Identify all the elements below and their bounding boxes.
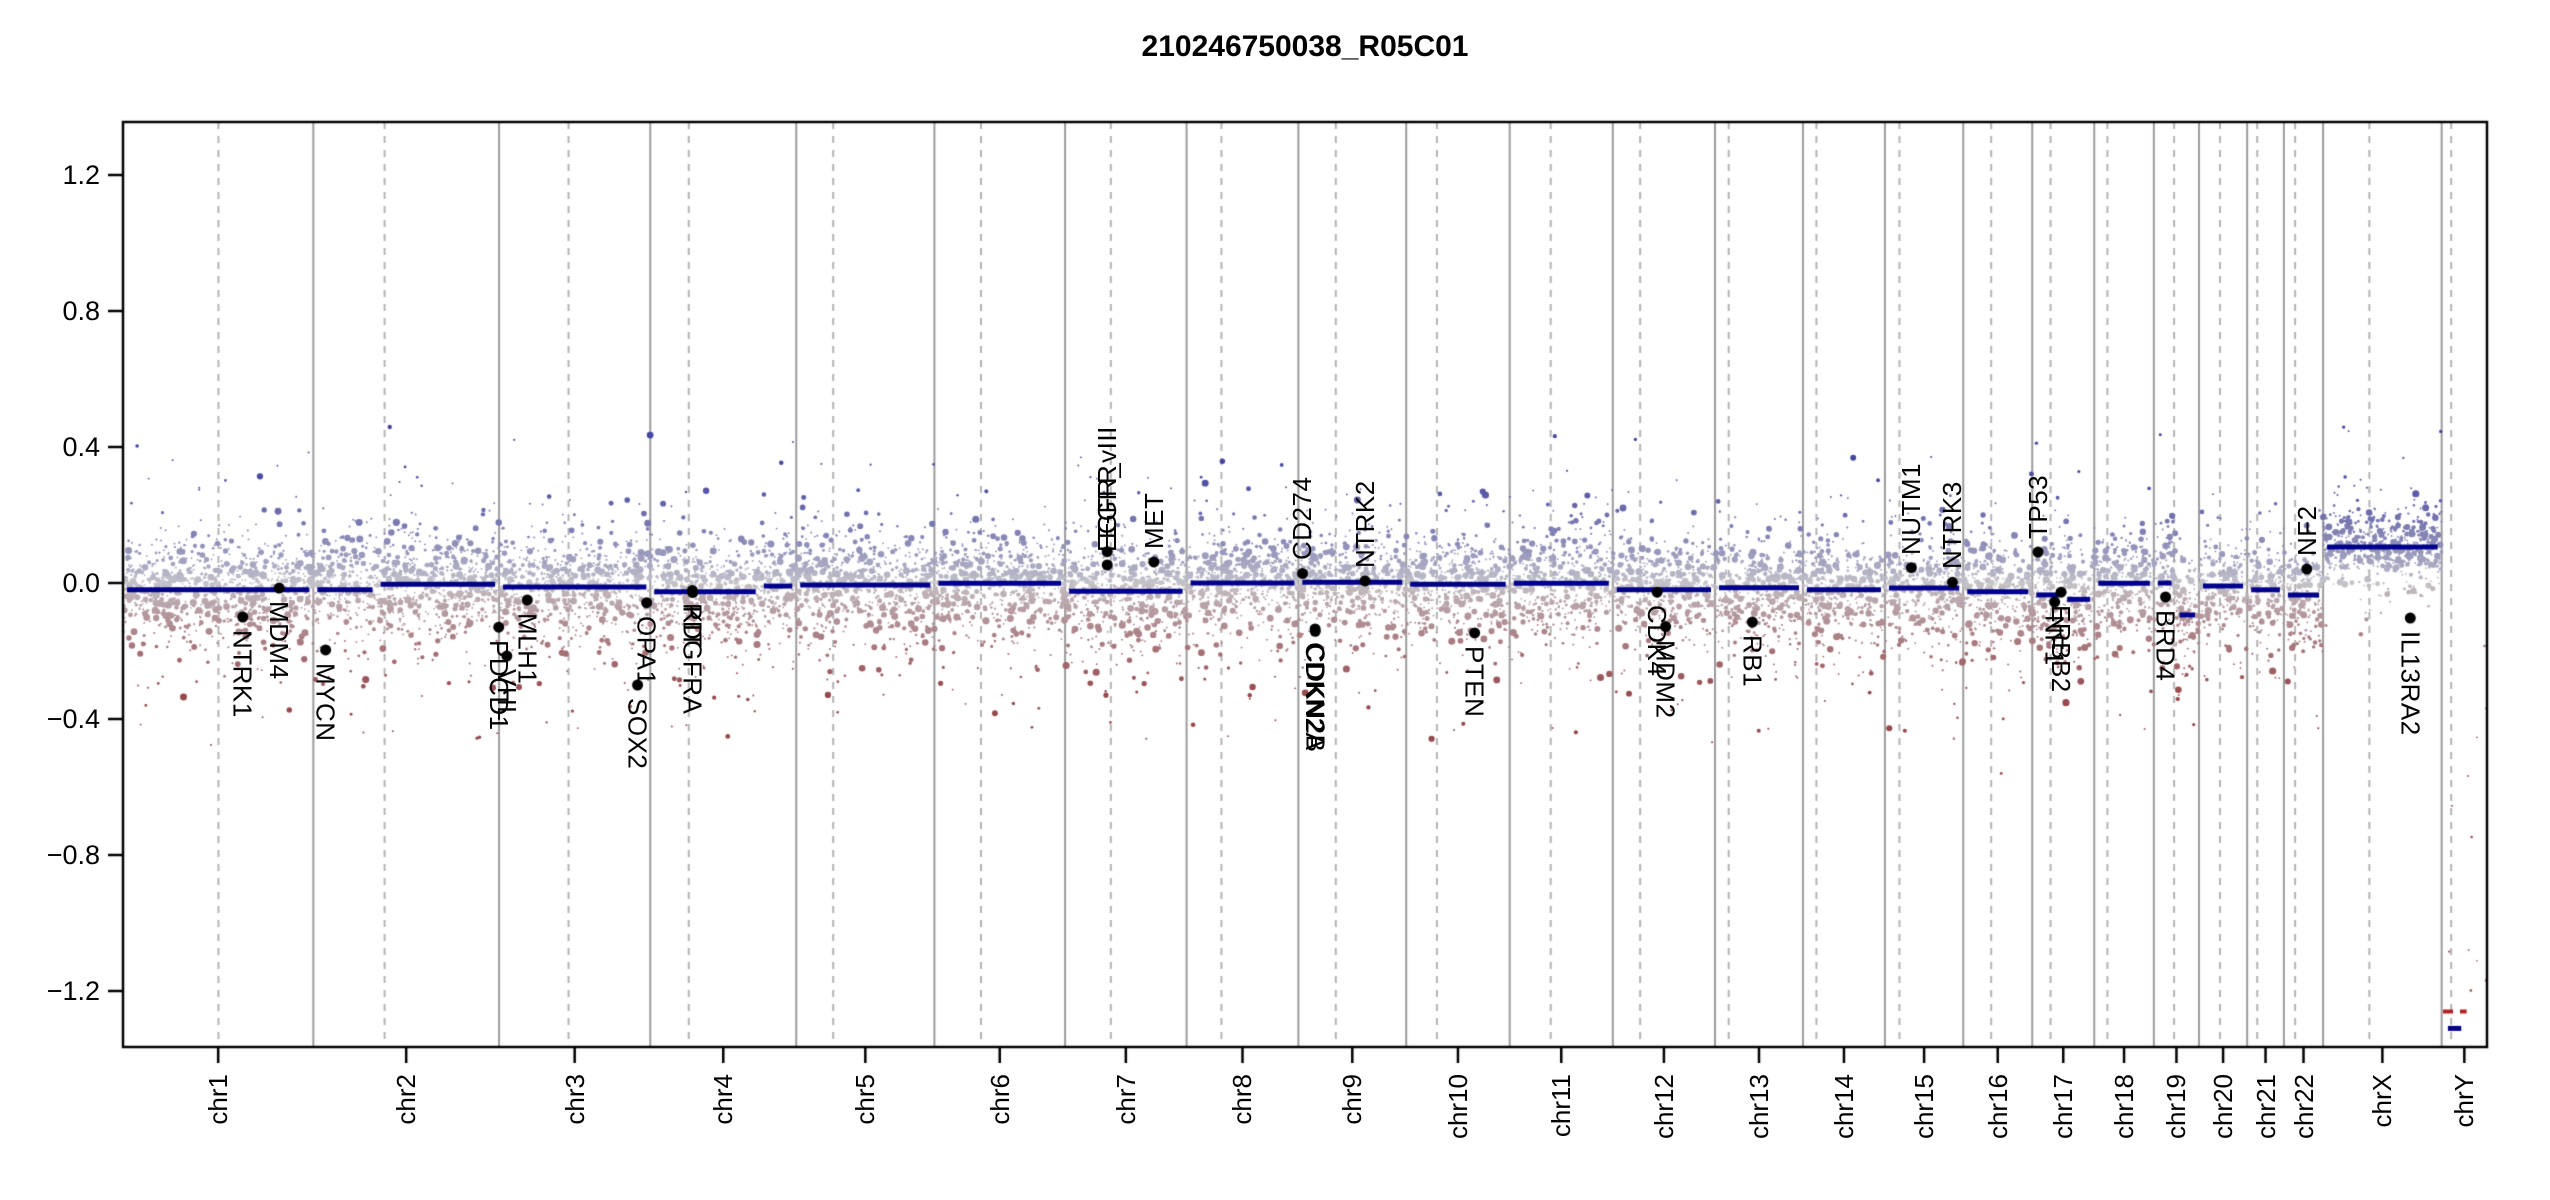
gene-label: EGFR_vIII xyxy=(1092,426,1123,552)
y-tick-label: −0.4 xyxy=(46,704,100,734)
gene-label: MDM4 xyxy=(264,601,295,680)
y-tick-label: −0.8 xyxy=(46,840,100,870)
x-axis-chromosome-label: chr1 xyxy=(203,1074,234,1125)
gene-label: CDKN2B xyxy=(1300,644,1331,753)
gene-label: ERBB2 xyxy=(2046,605,2077,693)
x-axis-chromosome-label: chr6 xyxy=(984,1074,1015,1125)
gene-label: NTRK2 xyxy=(1350,480,1381,568)
x-axis-chromosome-label: chr15 xyxy=(1909,1074,1940,1140)
gene-label: OPA1 xyxy=(631,615,662,686)
x-axis-chromosome-label: chr17 xyxy=(2048,1074,2079,1140)
y-tick-label: 0.4 xyxy=(62,432,100,462)
x-axis-chromosome-label: chr11 xyxy=(1546,1074,1577,1138)
gene-label: MET xyxy=(1138,492,1169,549)
x-axis-chromosome-label: chr18 xyxy=(2109,1074,2140,1140)
x-axis-chromosome-label: chr22 xyxy=(2288,1074,2319,1140)
gene-label: CD274 xyxy=(1287,477,1318,561)
gene-label: NTRK3 xyxy=(1937,481,1968,570)
x-axis-chromosome-label: chr2 xyxy=(391,1074,422,1125)
gene-label: RB1 xyxy=(1737,635,1768,688)
x-axis-chromosome-label: chrY xyxy=(2449,1074,2480,1128)
x-axis-chromosome-label: chr14 xyxy=(1828,1074,1859,1140)
x-axis-chromosome-label: chrX xyxy=(2367,1074,2398,1128)
x-axis-chromosome-label: chr19 xyxy=(2161,1074,2192,1140)
x-axis-chromosome-label: chr8 xyxy=(1227,1074,1258,1125)
x-axis-chromosome-label: chr3 xyxy=(559,1074,590,1125)
x-axis-chromosome-label: chr12 xyxy=(1648,1074,1679,1140)
y-tick-label: 1.2 xyxy=(62,160,100,190)
gene-label: PDCD1 xyxy=(483,640,514,731)
gene-label: NUTM1 xyxy=(1896,462,1927,555)
gene-label: PTEN xyxy=(1459,645,1490,718)
x-axis-chromosome-label: chr16 xyxy=(1982,1074,2013,1140)
gene-label: IL13RA2 xyxy=(2395,631,2426,736)
x-axis-chromosome-label: chr10 xyxy=(1442,1074,1473,1140)
x-axis-chromosome-label: chr5 xyxy=(850,1074,881,1125)
gene-label: NF2 xyxy=(2291,505,2322,557)
gene-label: NF1 xyxy=(2039,615,2070,666)
x-axis-chromosome-label: chr20 xyxy=(2208,1074,2239,1140)
y-tick-label: 0.8 xyxy=(62,296,100,326)
gene-label: SOX2 xyxy=(622,698,653,770)
gene-label: VHL xyxy=(491,669,522,722)
plot-title: 210246750038_R05C01 xyxy=(1141,30,1469,63)
gene-label: PDGFRA xyxy=(677,603,708,715)
x-axis-chromosome-label: chr7 xyxy=(1110,1074,1141,1125)
x-axis-chromosome-label: chr13 xyxy=(1743,1074,1774,1140)
gene-label: NTRK1 xyxy=(227,630,258,718)
gene-label: BRD4 xyxy=(2150,609,2181,682)
x-axis-chromosome-label: chr4 xyxy=(708,1074,739,1125)
y-tick-label: 0.0 xyxy=(62,568,100,598)
gene-label: KIT xyxy=(677,605,708,648)
gene-label: MDM2 xyxy=(1650,639,1681,719)
x-axis-chromosome-label: chr21 xyxy=(2250,1074,2281,1140)
gene-label: CDKN2A xyxy=(1300,641,1331,751)
x-axis-chromosome-label: chr9 xyxy=(1337,1074,1368,1125)
gene-label: MLH1 xyxy=(512,613,543,685)
gene-label: MYCN xyxy=(310,662,341,742)
gene-label: CDK4 xyxy=(1642,605,1673,677)
gene-label: TP53 xyxy=(2023,474,2054,540)
y-tick-label: −1.2 xyxy=(46,976,100,1006)
